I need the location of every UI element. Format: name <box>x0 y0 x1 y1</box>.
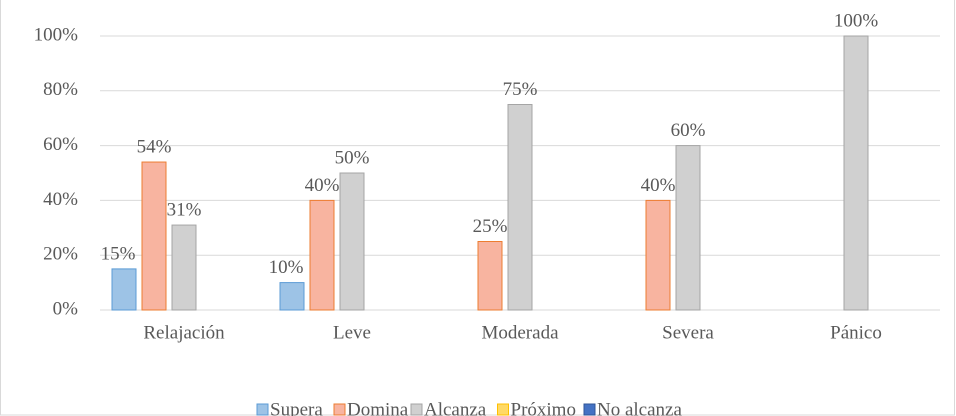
data-label: 31% <box>167 199 202 220</box>
data-label: 15% <box>101 243 136 264</box>
data-label: 10% <box>269 257 304 278</box>
bar <box>507 104 533 311</box>
data-label: 60% <box>671 120 706 141</box>
data-label: 100% <box>834 10 879 31</box>
bar <box>141 161 167 311</box>
x-tick-label: Moderada <box>481 322 559 343</box>
bar <box>675 145 701 311</box>
legend-label: No alcanza <box>597 399 682 416</box>
y-tick-label: 40% <box>43 189 78 210</box>
x-tick-label: Leve <box>333 322 371 343</box>
bar <box>279 282 305 311</box>
y-tick-label: 80% <box>43 79 78 100</box>
legend-label: Próximo <box>511 399 576 416</box>
legend-label: Alcanza <box>424 399 487 416</box>
y-tick-label: 100% <box>34 24 79 45</box>
legend-swatch <box>256 403 269 416</box>
y-tick-label: 0% <box>53 298 79 319</box>
legend-swatch <box>333 403 346 416</box>
data-label: 40% <box>305 175 340 196</box>
x-tick-label: Severa <box>662 322 714 343</box>
data-label: 25% <box>473 216 508 237</box>
legend-swatch <box>410 403 423 416</box>
legend-label: Supera <box>270 399 323 416</box>
legend-swatch <box>497 403 509 416</box>
data-label: 54% <box>137 136 172 157</box>
x-tick-label: Relajación <box>143 322 225 343</box>
bar <box>111 268 137 311</box>
bar <box>645 199 671 311</box>
data-label: 75% <box>503 79 538 100</box>
y-tick-label: 60% <box>43 134 78 155</box>
y-tick-label: 20% <box>43 244 78 265</box>
data-label: 40% <box>641 175 676 196</box>
bar <box>477 241 503 311</box>
legend-label: Domina <box>347 399 409 416</box>
bar <box>339 172 365 311</box>
bar <box>309 199 335 311</box>
data-label: 50% <box>335 147 370 168</box>
bar <box>843 35 869 311</box>
bar <box>171 224 197 311</box>
x-tick-label: Pánico <box>830 322 882 343</box>
legend-swatch <box>583 403 596 416</box>
